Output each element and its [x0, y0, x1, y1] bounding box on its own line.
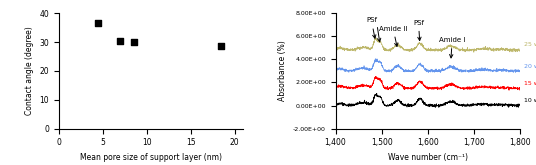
Text: Amide II: Amide II: [379, 26, 407, 46]
X-axis label: Mean pore size of support layer (nm): Mean pore size of support layer (nm): [80, 153, 222, 162]
Text: 10 wt%: 10 wt%: [524, 99, 536, 103]
Y-axis label: Absorbance (%): Absorbance (%): [278, 41, 287, 101]
Text: 20 wt%: 20 wt%: [524, 64, 536, 69]
Text: Amide I: Amide I: [439, 37, 465, 58]
X-axis label: Wave number (cm⁻¹): Wave number (cm⁻¹): [388, 153, 468, 162]
Text: 25 wt%: 25 wt%: [524, 42, 536, 47]
Point: [94, 22, 103, 25]
Y-axis label: Contact angle (degree): Contact angle (degree): [25, 27, 34, 115]
Point: [116, 39, 125, 42]
Point: [129, 41, 138, 43]
Text: PSf: PSf: [366, 17, 377, 38]
Text: 15 wt%: 15 wt%: [524, 81, 536, 86]
Text: PSf: PSf: [413, 20, 424, 41]
Point: [217, 45, 226, 48]
